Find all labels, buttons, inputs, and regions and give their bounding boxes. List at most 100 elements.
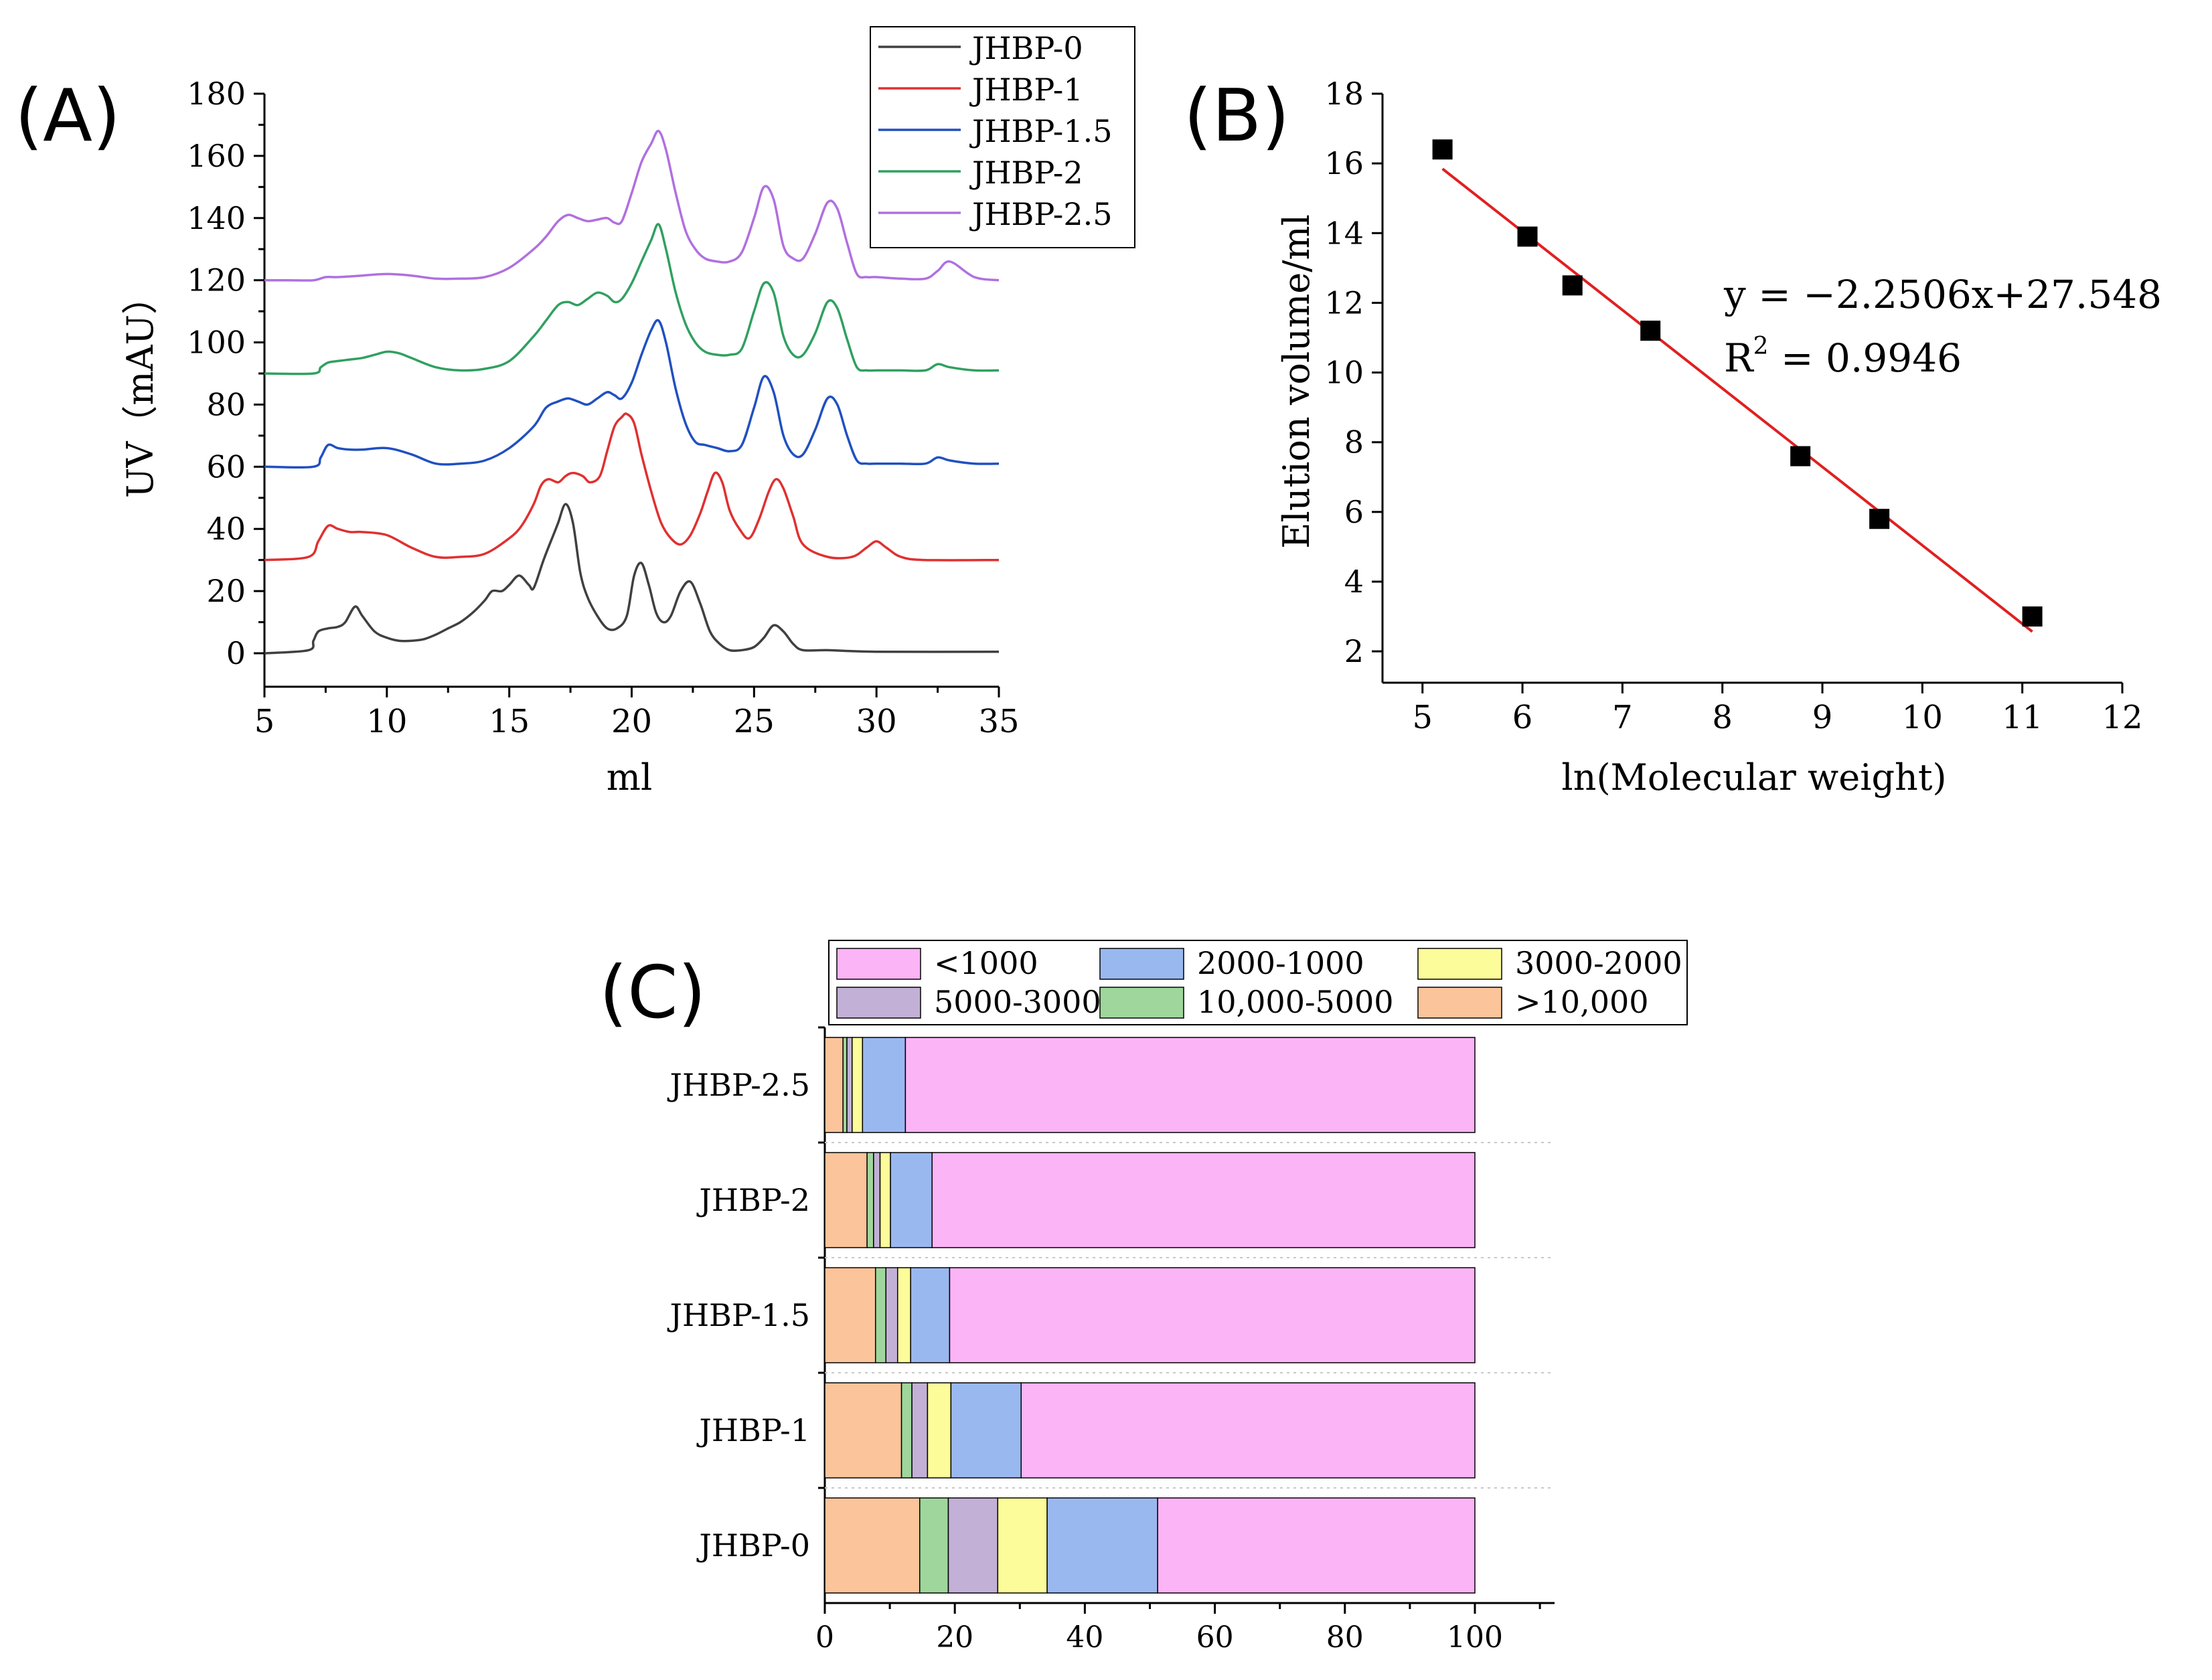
panel-b-x-tick-label: 9 [1812,699,1833,736]
panel-c-bar-segment [949,1267,1476,1363]
panel-c-bar-segment [904,1037,1476,1133]
panel-c-bar-segment [931,1152,1476,1248]
panel-c-legend-label: 10,000-5000 [1197,984,1394,1020]
panel-c-x-tick-label: 0 [815,1620,834,1655]
panel-b-x-tick-label: 5 [1412,699,1433,736]
panel-b-y-tick-label: 10 [1324,355,1364,391]
panel-a-y-tick-label: 120 [187,262,246,299]
panel-a-legend-label: JHBP-1.5 [969,113,1113,149]
panel-c-bar-segment [846,1037,853,1133]
panel-c-plot: 0 20 40 60 80 100 JHBP-2.5 JHBP-2 JHBP-1.5 JHBP-1… [667,1026,1555,1655]
panel-b-y-tick-label: 18 [1324,76,1364,112]
panel-b-plot: 5 6 7 8 9 10 11 12 2 4 6 8 10 12 14 16 18 [1324,76,2142,736]
panel-c-bar-segment [910,1267,951,1363]
panel-c-legend-swatch [1099,987,1184,1019]
panel-b-x-tick-label: 10 [1902,699,1943,736]
panel-c-legend: <1000 2000-1000 3000-2000 5000-3000 10,000-5… [828,940,1688,1025]
panel-c-legend-label: 5000-3000 [934,984,1101,1020]
panel-a-series-line-1 [264,412,1000,562]
panel-c-bar-segment [842,1037,848,1133]
panel-a-x-tick-label: 20 [611,703,652,740]
panel-a-x-tick-label: 25 [734,703,775,740]
panel-b-y-tick-label: 8 [1344,424,1364,460]
panel-b-y-tick-label: 16 [1324,145,1364,181]
panel-a-y-tick-label: 20 [206,573,246,609]
panel-c-bar-segment [911,1382,929,1479]
panel-b-x-tick-label: 6 [1512,699,1533,736]
panel-a-x-tick-label: 15 [489,703,530,740]
panel-a-y-tick-label: 40 [206,511,246,547]
panel-c-bar-segment [1046,1497,1158,1594]
panel-b-x-tick-label: 8 [1712,699,1733,736]
panel-b-xlabel: ln(Molecular weight) [1561,756,1946,799]
panel-b-y-tick-label: 2 [1344,633,1364,669]
panel-b-data-point [2022,606,2043,627]
panel-a-y-tick-label: 100 [187,325,246,361]
panel-b-x-tick-label: 12 [2102,699,2142,736]
panel-c-category-label: JHBP-2 [696,1182,810,1218]
panel-b-y-tick-label: 4 [1344,564,1364,600]
panel-b-data-point [1432,139,1453,160]
panel-a-x-tick-label: 35 [978,703,1019,740]
panel-b-y-tick-label: 14 [1324,215,1364,251]
panel-a-legend: JHBP-0 JHBP-1 JHBP-1.5 JHBP-2 JHBP-2.5 [870,26,1135,248]
panel-a-y-tick-label: 0 [226,635,246,671]
panel-c-x-tick-label: 100 [1447,1620,1503,1655]
panel-c-bar-segment [947,1497,999,1594]
panel-c-bar-segment [824,1497,921,1594]
panel-a: (A) ml UV（mAU） 5 10 15 20 25 30 35 0 20 40 60 80 100… [15,26,1135,799]
panel-c-legend-swatch [1417,948,1502,980]
panel-c-label: (C) [599,951,706,1035]
panel-c-legend-swatch [1417,987,1502,1019]
panel-c-bar-segment [900,1382,913,1479]
panel-c-bar-segment [997,1497,1048,1594]
panel-c-bar-segment [1157,1497,1476,1594]
panel-c-bar-segment [890,1152,933,1248]
panel-c-legend-box [828,940,1688,1025]
panel-b-y-tick-label: 12 [1324,284,1364,321]
panel-b-label: (B) [1184,74,1289,158]
panel-c-x-tick-label: 20 [936,1620,973,1655]
panel-c-category-label: JHBP-2.5 [667,1067,811,1103]
panel-a-plot: 5 10 15 20 25 30 35 0 20 40 60 80 100 120 140 160 180 [187,76,1019,740]
panel-a-x-tick-label: 10 [366,703,407,740]
panel-c-bar-segment [824,1037,844,1133]
panel-a-y-tick-label: 80 [206,386,246,422]
panel-c-x-tick-label: 60 [1196,1620,1234,1655]
panel-c-legend-swatch [1099,948,1184,980]
panel-b-data-point [1517,226,1538,247]
panel-a-legend-label: JHBP-1 [969,72,1083,108]
panel-a-label: (A) [15,74,121,158]
panel-c-legend-swatch [836,948,921,980]
panel-c-bar-segment [1020,1382,1476,1479]
panel-b-r-squared: R2 = 0.9946 [1724,333,1962,381]
panel-c-bar-segment [950,1382,1022,1479]
panel-b-fit-equation: y = −2.2506x+27.548 [1723,272,2162,317]
panel-c-x-tick-label: 80 [1326,1620,1364,1655]
panel-a-legend-label: JHBP-2.5 [969,196,1113,232]
panel-b-x-tick-label: 11 [2002,699,2043,736]
panel-c-category-label: JHBP-1 [696,1412,810,1448]
panel-c-bar-segment [824,1267,876,1363]
panel-a-y-tick-label: 60 [206,448,246,485]
panel-a-series-line-0 [264,503,1000,655]
panel-c-bar-segment [824,1152,868,1248]
panel-a-ylabel: UV（mAU） [119,278,161,498]
panel-a-legend-label: JHBP-0 [969,30,1083,66]
panel-b-fit-line [1441,167,2033,633]
panel-a-y-tick-label: 140 [187,200,246,236]
panel-c-legend-swatch [836,987,921,1019]
panel-b-data-point [1562,275,1583,296]
panel-c-bar-segment [852,1037,864,1133]
panel-c-legend-label: >10,000 [1515,984,1649,1020]
panel-c-category-label: JHBP-0 [696,1527,810,1564]
panel-a-legend-box [870,26,1135,248]
panel-c-legend-label: 3000-2000 [1515,945,1682,981]
panel-a-series-line-4 [264,129,1000,282]
panel-b-x-tick-label: 7 [1612,699,1633,736]
panel-c-bar-segment [897,1267,911,1363]
panel-c-legend-label: <1000 [934,945,1038,981]
panel-c-x-tick-label: 40 [1066,1620,1103,1655]
panel-c-category-label: JHBP-1.5 [667,1297,811,1333]
